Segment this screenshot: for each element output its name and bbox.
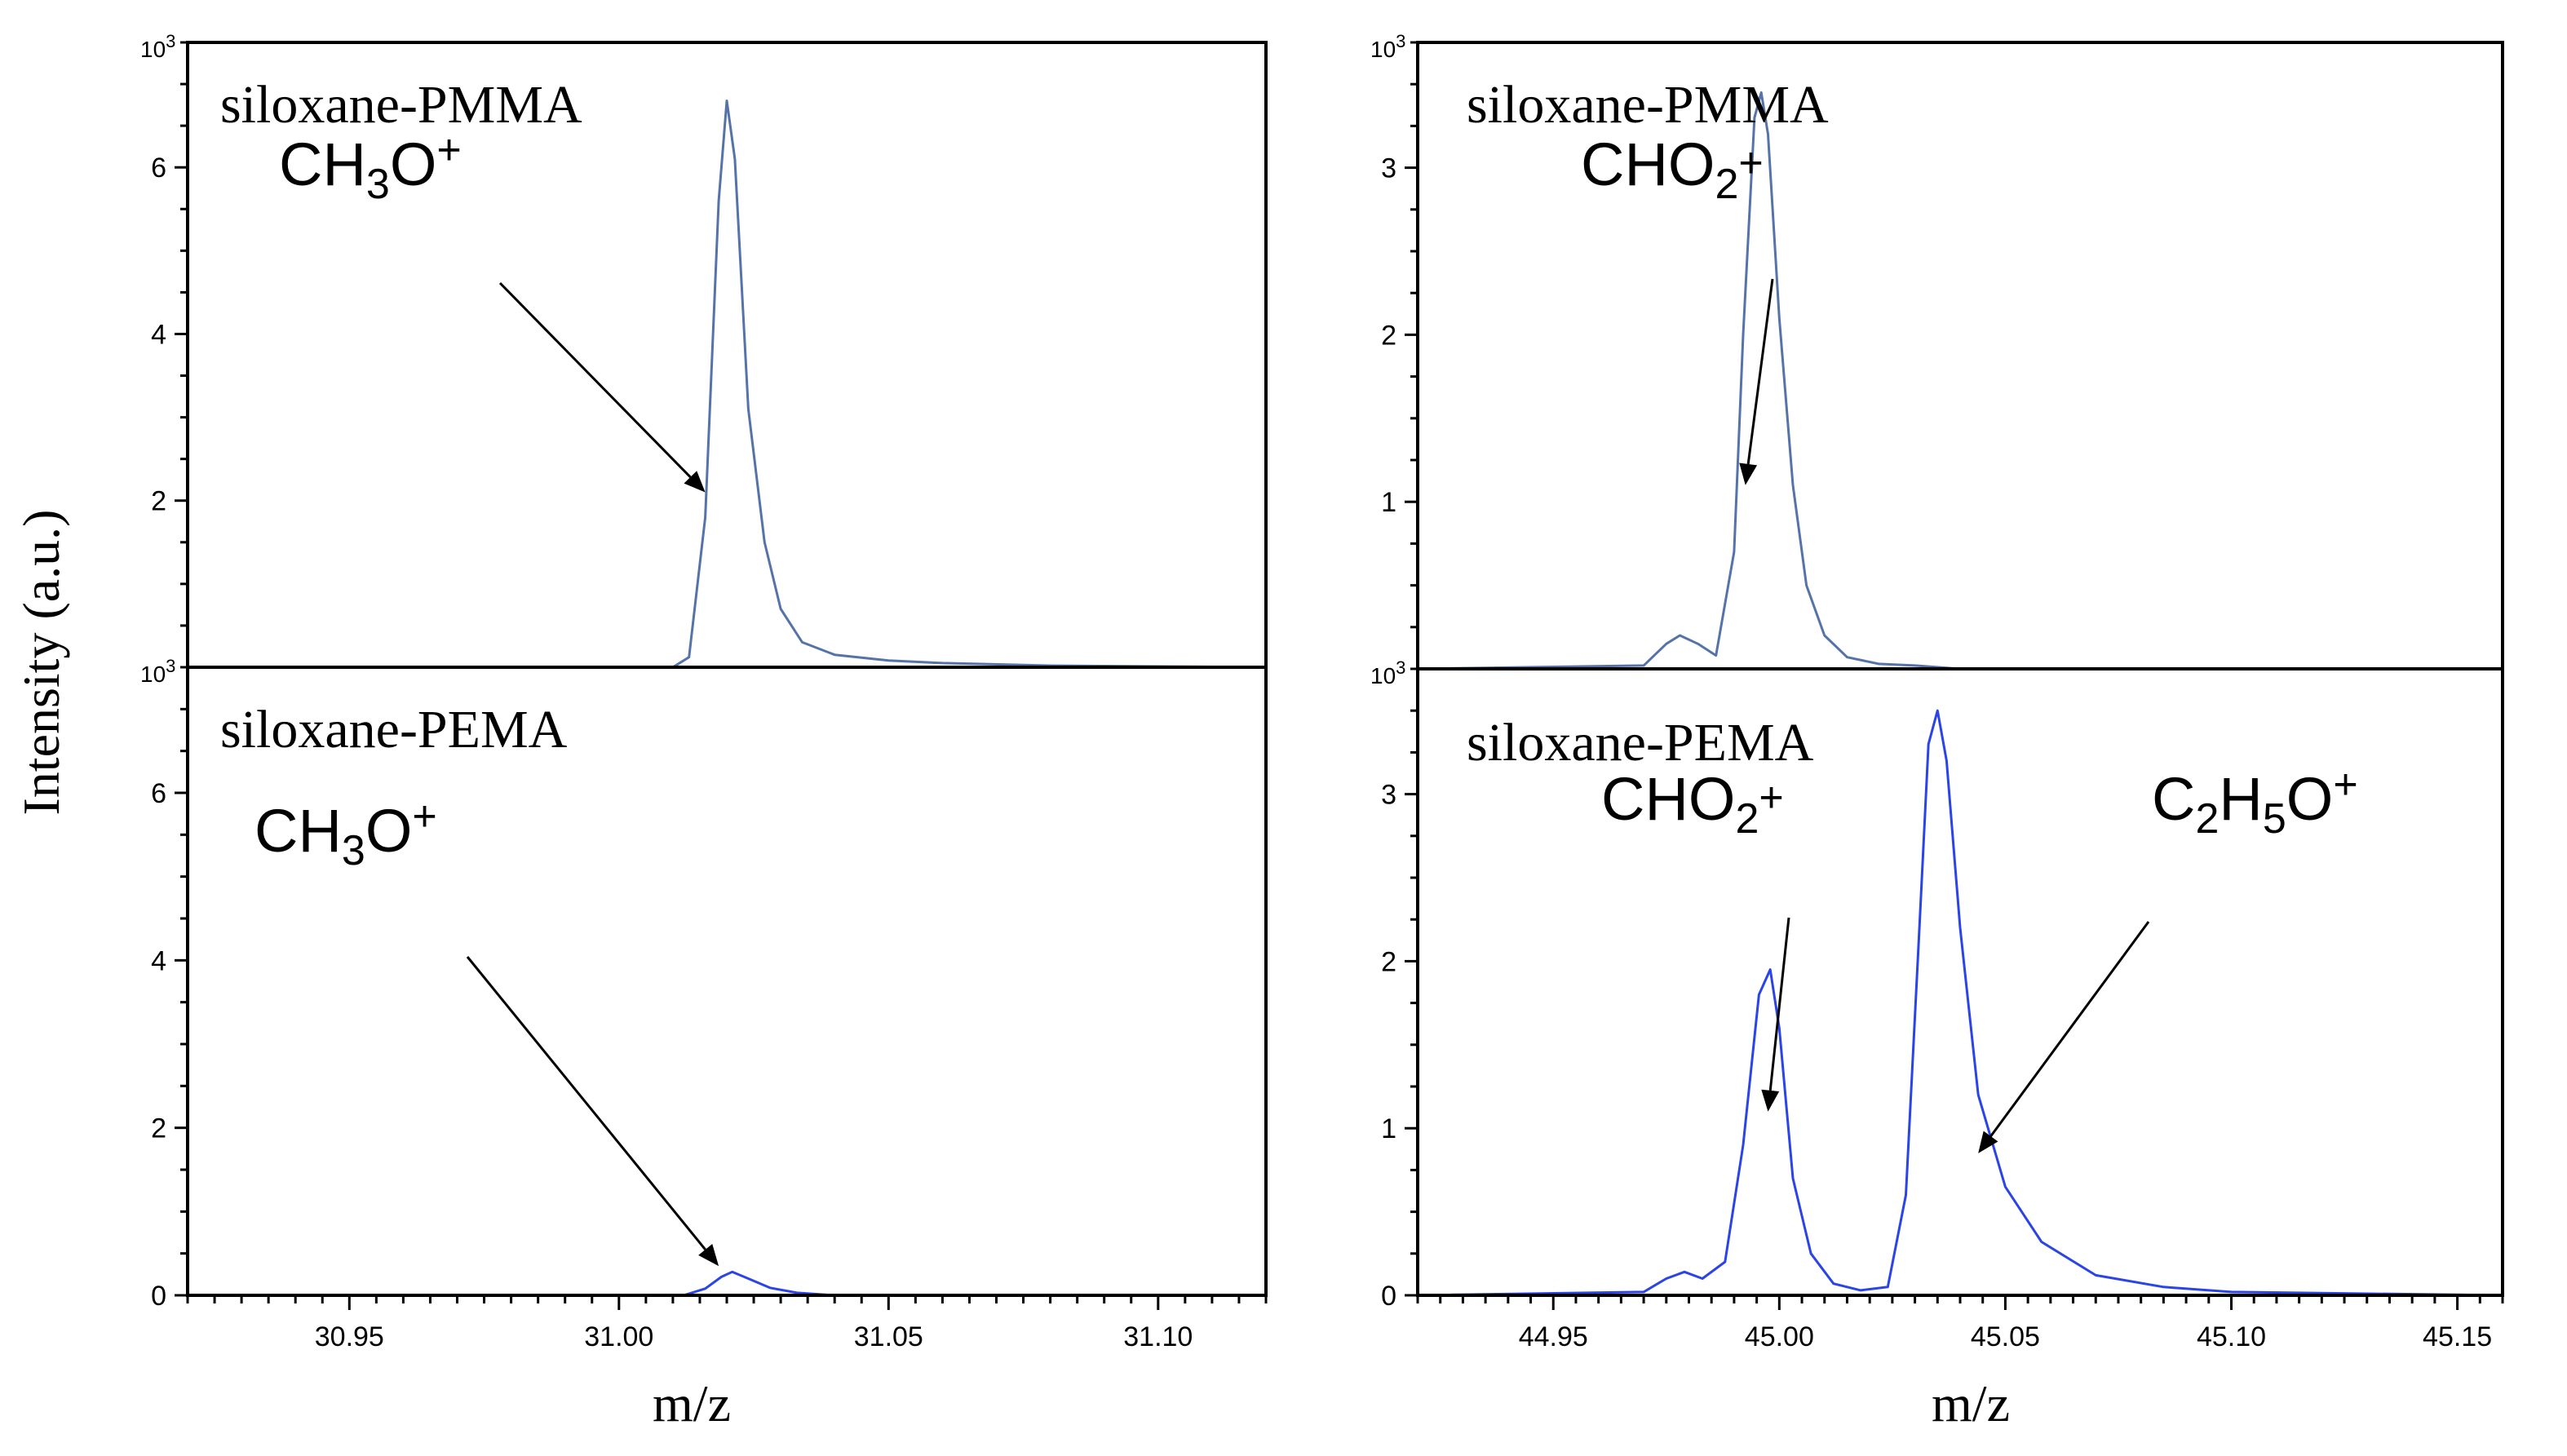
annotation-arrow: [498, 281, 692, 479]
y-axis-title: Intensity (a.u.): [12, 510, 70, 816]
annotation-arrowhead: [1978, 1131, 1998, 1153]
y-tick-label: 4: [151, 319, 166, 350]
annotation-arrow: [1989, 921, 2150, 1137]
panel-label: siloxane-PMMA: [1467, 75, 1829, 135]
spectrum-line: [188, 100, 1267, 669]
panel-label: siloxane-PEMA: [1467, 713, 1814, 772]
plot-frame: [1416, 667, 2504, 1297]
panel-label: siloxane-PEMA: [220, 700, 568, 759]
y-tick-label: 3: [1381, 780, 1396, 811]
ion-label: C2H5O+: [2152, 761, 2358, 843]
y-tick-label: 0: [151, 1281, 166, 1312]
x-tick-label: 31.10: [1123, 1321, 1193, 1352]
annotation-arrow: [1746, 278, 1774, 465]
x-axis-title-right: m/z: [1932, 1374, 2010, 1432]
y-exponent-label: 103: [1370, 31, 1405, 62]
y-tick-label: 2: [151, 1113, 166, 1144]
spectrum-line: [1417, 709, 2503, 1297]
y-tick-label: 1: [1381, 1113, 1396, 1144]
panel-top-right: 1 2 3 103 siloxane-PMMA CHO2+: [1370, 31, 2504, 670]
panel-bottom-left: 0 2 4 6 103 30.95 31.00 31.05 31.10 siloxane-PEM…: [140, 656, 1268, 1352]
y-tick-label: 0: [1381, 1281, 1396, 1312]
y-tick-label: 6: [151, 153, 166, 184]
y-tick-label: 1: [1381, 487, 1396, 518]
x-tick-label: 45.05: [1971, 1321, 2040, 1352]
ion-label: CHO2+: [1581, 131, 1764, 208]
panel-label: siloxane-PMMA: [220, 75, 582, 135]
x-tick-label: 45.15: [2423, 1321, 2492, 1352]
annotation-arrowhead: [684, 471, 706, 493]
ion-label: CH3O+: [279, 126, 462, 208]
x-tick-label: 44.95: [1519, 1321, 1588, 1352]
x-tick-label: 45.00: [1745, 1321, 1814, 1352]
y-tick-label: 2: [1381, 946, 1396, 977]
spectrum-line: [1417, 91, 2503, 670]
y-tick-label: 6: [151, 778, 166, 809]
spectrum-line: [188, 1270, 1266, 1297]
panel-top-left: 2 4 6 103 siloxane-PMMA CH3O+: [140, 31, 1268, 669]
x-tick-label: 30.95: [315, 1321, 384, 1352]
x-axis-title-left: m/z: [653, 1374, 731, 1432]
ion-label: CH3O+: [254, 793, 437, 874]
y-tick-label: 2: [1381, 320, 1396, 351]
y-exponent-label: 103: [1370, 657, 1405, 688]
x-tick-label: 31.05: [854, 1321, 923, 1352]
annotation-arrowhead: [1761, 1089, 1780, 1112]
panel-bottom-right: 0 1 2 3 103 44.95 45.00 45.05 45.10 45.15 siloxan…: [1370, 657, 2504, 1352]
y-exponent-label: 103: [140, 656, 175, 687]
x-tick-label: 45.10: [2197, 1321, 2266, 1352]
y-exponent-label: 103: [140, 31, 175, 62]
x-tick-label: 31.00: [584, 1321, 653, 1352]
plot-frame: [186, 666, 1268, 1297]
annotation-arrowhead: [1739, 462, 1758, 485]
y-tick-label: 3: [1381, 153, 1396, 184]
annotation-arrow: [466, 956, 706, 1250]
ion-label: CHO2+: [1601, 765, 1784, 843]
y-tick-label: 4: [151, 945, 166, 976]
y-tick-label: 2: [151, 486, 166, 517]
annotation-arrow: [1768, 917, 1790, 1091]
annotation-arrowhead: [698, 1243, 719, 1267]
